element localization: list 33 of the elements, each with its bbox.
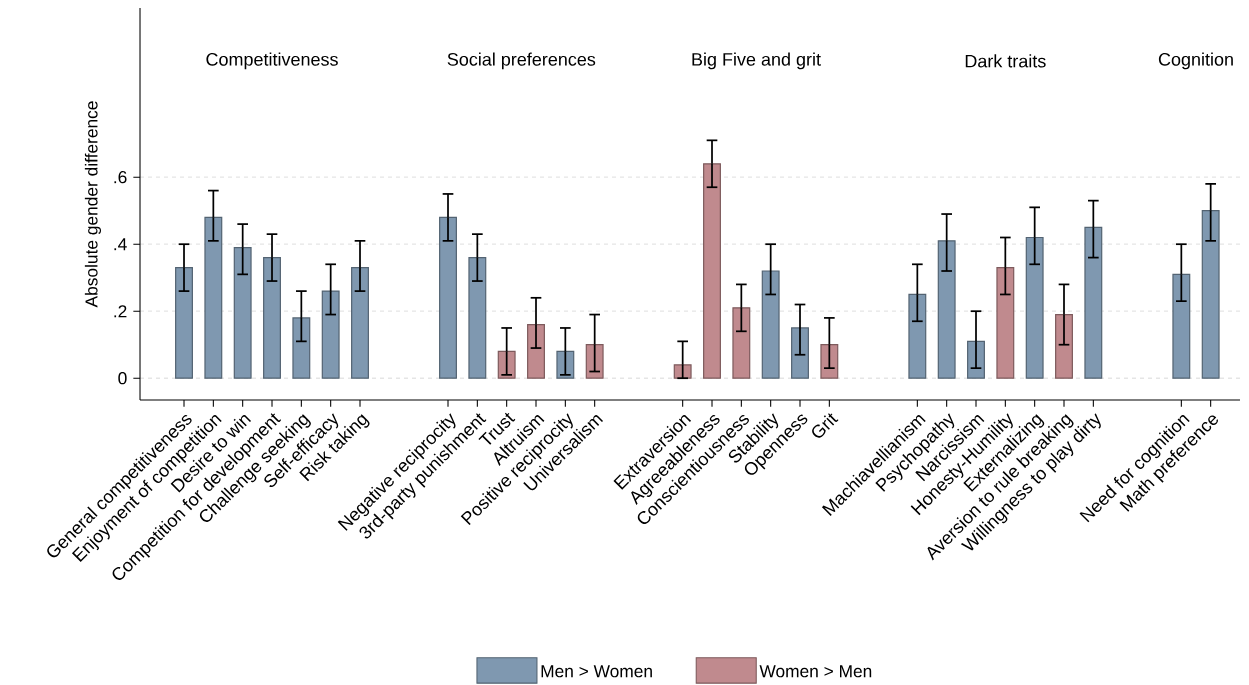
- legend-label: Men > Women: [541, 665, 652, 678]
- bar: [527, 324, 545, 379]
- annotation: Competitiveness: [206, 52, 338, 70]
- bar: [1084, 226, 1103, 379]
- bar: [204, 216, 223, 379]
- annotation: Social preferences: [447, 52, 596, 70]
- annotation: Big Five and grit: [692, 52, 821, 70]
- bar: [321, 290, 340, 379]
- y-tick-label: .6: [114, 171, 127, 184]
- annotation: Dark traits: [965, 54, 1046, 68]
- bar: [937, 240, 956, 379]
- bar: [732, 307, 751, 379]
- bar: [233, 246, 252, 379]
- bar: [761, 270, 780, 379]
- annotation: Cognition: [1158, 52, 1233, 70]
- bar: [468, 257, 487, 379]
- y-tick-label: 0: [118, 372, 127, 385]
- bar: [175, 267, 193, 379]
- y-tick-label: .2: [114, 305, 127, 318]
- y-axis-title: Absolute gender difference: [84, 101, 102, 308]
- bar: [996, 267, 1015, 379]
- bar: [908, 293, 927, 379]
- bar: [1201, 210, 1220, 379]
- legend-label: Women > Men: [759, 665, 872, 678]
- bar: [1172, 273, 1191, 379]
- bar: [703, 163, 721, 379]
- bar: [1055, 313, 1073, 379]
- bar: [263, 257, 281, 379]
- bar: [1025, 236, 1044, 379]
- bar: [351, 267, 369, 379]
- bar: [439, 216, 457, 379]
- y-tick-label: .4: [114, 238, 127, 251]
- bar: [292, 317, 311, 379]
